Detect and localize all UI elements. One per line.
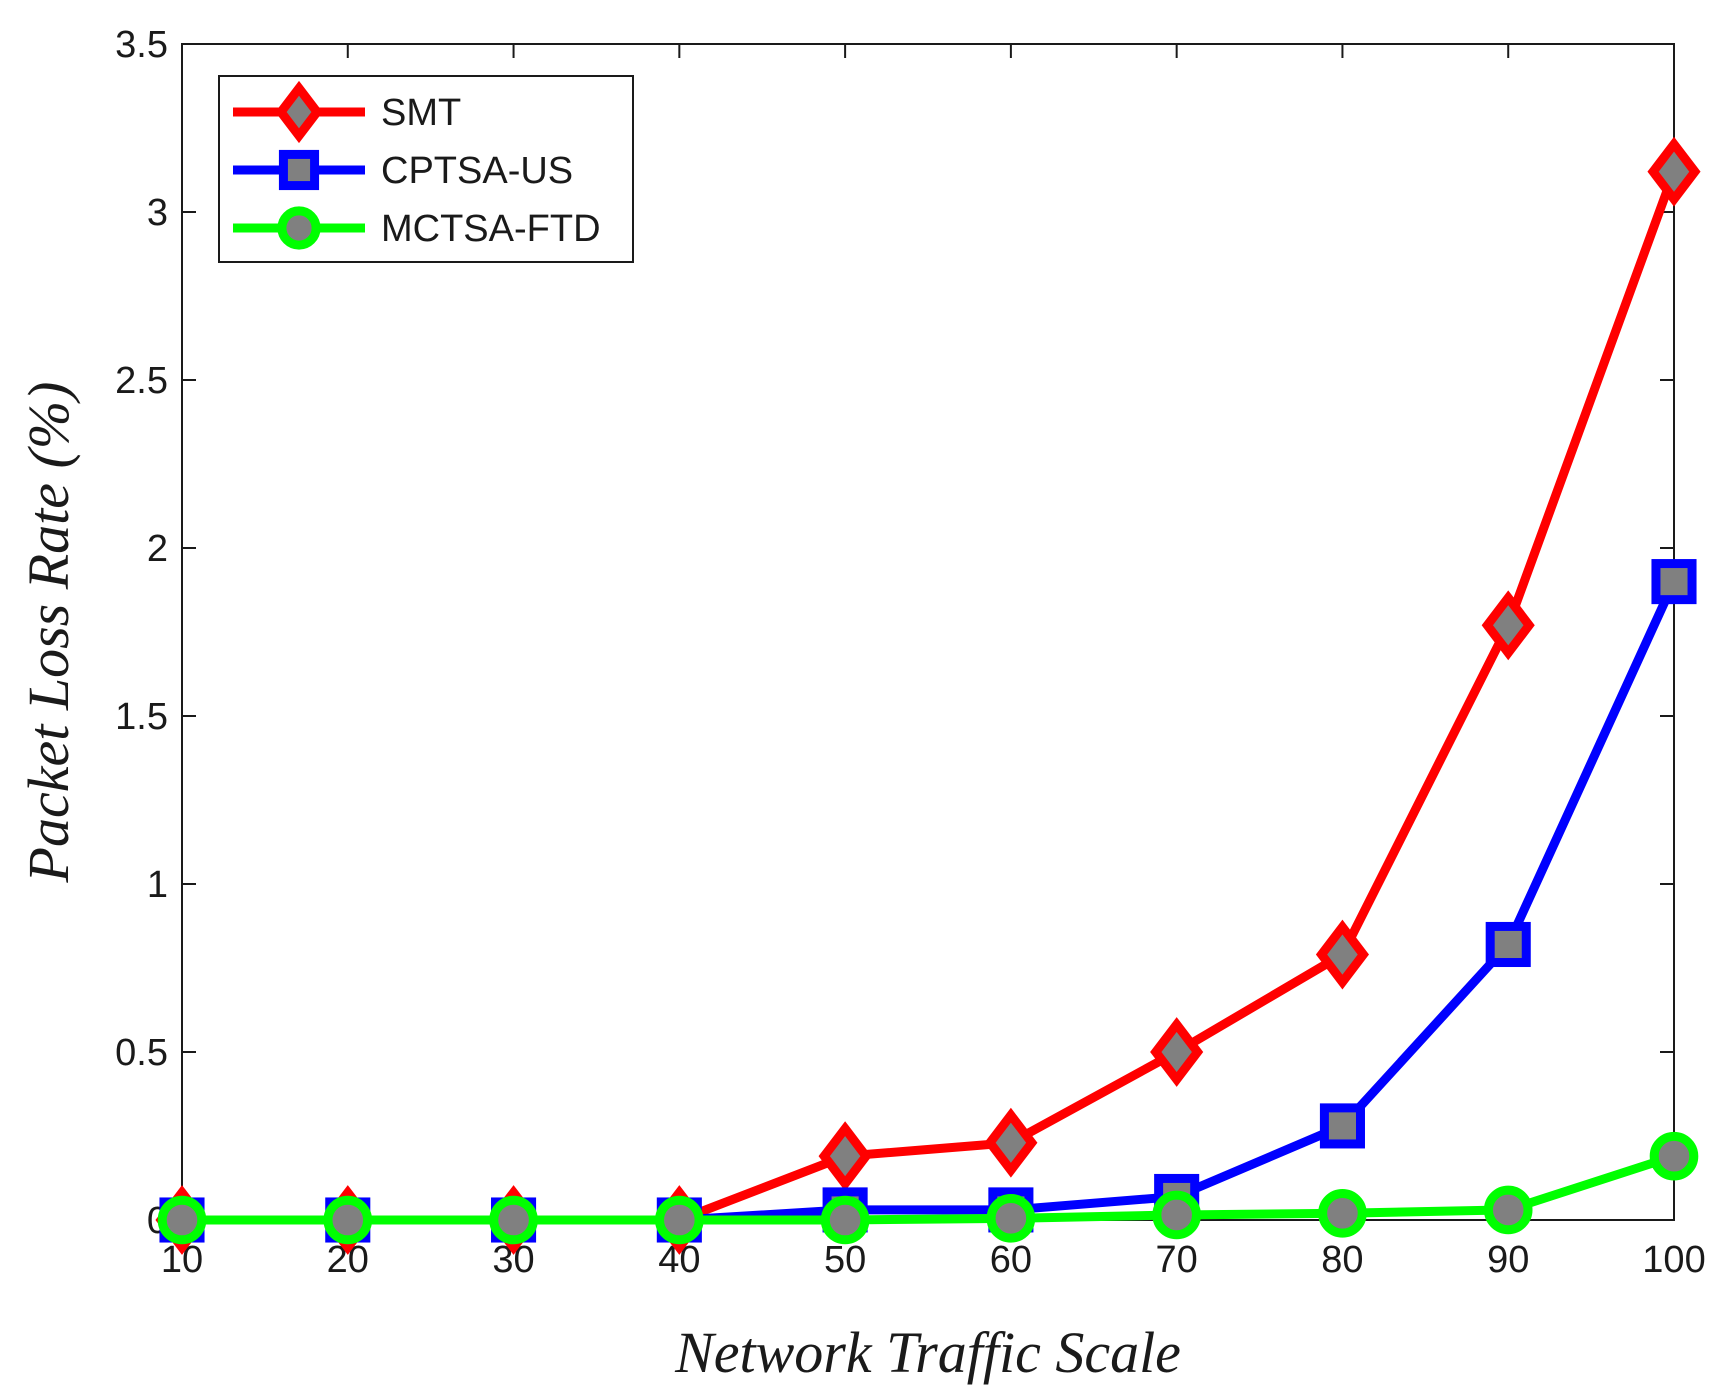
series-line-cptsa-us [182, 579, 1679, 1225]
data-point-mctsa-ftd [489, 1195, 538, 1245]
y-tick-label: 0.5 [115, 1032, 168, 1074]
data-point-mctsa-ftd [1152, 1190, 1201, 1240]
axes: 10203040506070809010000.511.522.533.5 [115, 24, 1706, 1281]
y-tick-label: 1 [147, 864, 168, 906]
data-point-smt [1150, 1017, 1204, 1087]
x-tick-label: 80 [1321, 1239, 1363, 1281]
data-point-mctsa-ftd [655, 1195, 704, 1245]
data-point-mctsa-ftd [157, 1195, 207, 1245]
data-point-mctsa-ftd [986, 1194, 1036, 1243]
series-group [155, 136, 1701, 1255]
data-point-mctsa-ftd [820, 1195, 870, 1245]
data-point-cptsa-us [1319, 1103, 1365, 1149]
series-smt [155, 136, 1701, 1255]
series-line-smt [182, 170, 1679, 1225]
legend-item-smt: SMT [233, 80, 461, 144]
series-mctsa-ftd [157, 1131, 1699, 1245]
data-point-mctsa-ftd [1483, 1185, 1533, 1235]
x-tick-label: 90 [1487, 1239, 1529, 1281]
legend-marker [277, 206, 321, 250]
x-tick-label: 70 [1156, 1239, 1198, 1281]
y-axis-title: Packet Loss Rate (%) [16, 382, 81, 884]
legend-label: SMT [381, 92, 461, 134]
data-point-smt [1481, 590, 1535, 661]
series-line-mctsa-ftd [182, 1151, 1676, 1225]
series-cptsa-us [159, 559, 1697, 1243]
x-axis-title: Network Traffic Scale [674, 1320, 1181, 1385]
data-point-cptsa-us [1485, 921, 1531, 968]
data-point-mctsa-ftd [1649, 1131, 1699, 1181]
y-tick-label: 2.5 [115, 360, 168, 402]
legend-item-cptsa-us: CPTSA-US [233, 149, 573, 192]
x-tick-label: 60 [990, 1239, 1032, 1281]
data-point-smt [818, 1121, 872, 1192]
y-tick-label: 2 [147, 528, 168, 570]
x-tick-label: 50 [824, 1239, 866, 1281]
legend-label: CPTSA-US [381, 150, 573, 192]
legend: SMT CPTSA-US MCTSA-FTD [218, 75, 634, 263]
x-tick-label: 100 [1642, 1239, 1705, 1281]
legend-marker [278, 149, 320, 191]
legend-label: MCTSA-FTD [381, 208, 601, 250]
data-point-mctsa-ftd [323, 1195, 373, 1245]
y-tick-label: 3 [147, 192, 168, 234]
data-point-smt [1315, 919, 1369, 990]
data-point-smt [984, 1107, 1038, 1178]
data-point-cptsa-us [1651, 559, 1697, 605]
data-point-mctsa-ftd [1318, 1188, 1367, 1238]
legend-item-mctsa-ftd: MCTSA-FTD [233, 206, 601, 250]
y-tick-label: 1.5 [115, 696, 168, 738]
y-tick-label: 3.5 [115, 24, 168, 66]
legend-marker [275, 80, 323, 144]
data-point-smt [1647, 136, 1701, 207]
